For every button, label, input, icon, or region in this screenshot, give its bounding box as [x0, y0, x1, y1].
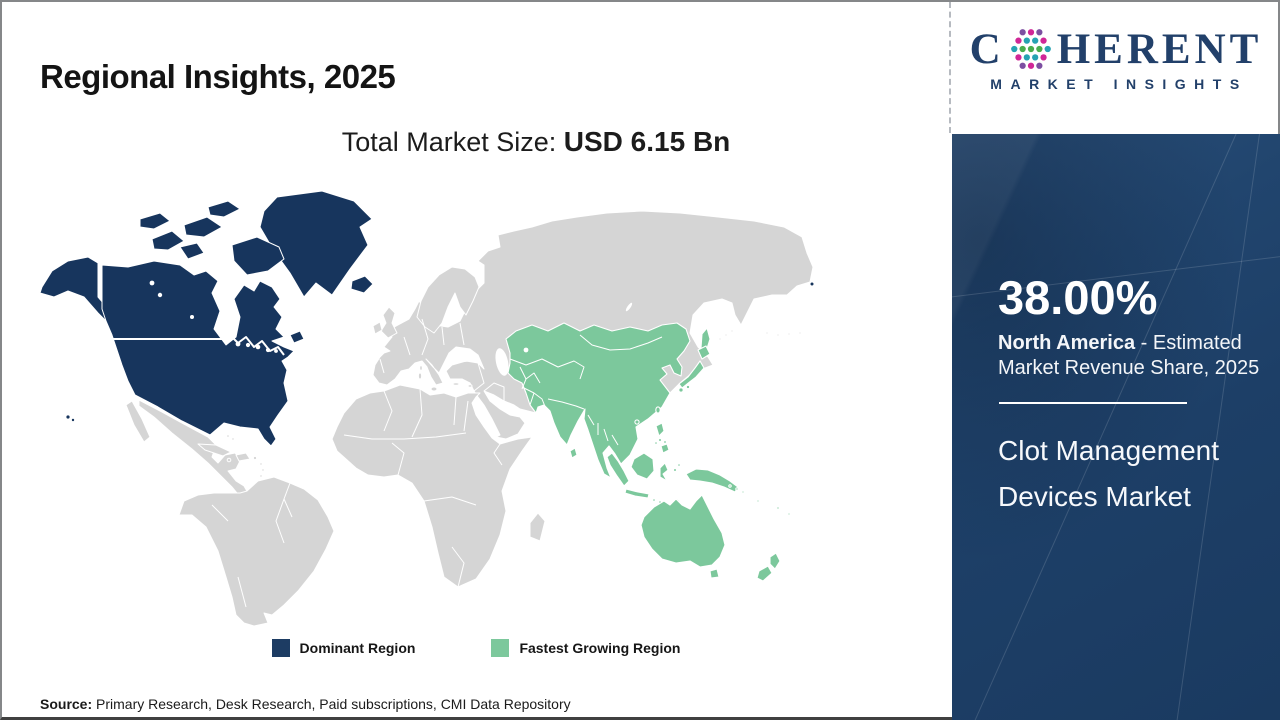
map-sri-lanka: [569, 447, 578, 459]
map-new-guinea: [685, 468, 739, 493]
legend-item-dominant: Dominant Region: [271, 639, 416, 657]
source-text: Primary Research, Desk Research, Paid su…: [92, 696, 571, 712]
map-na-overlays: [108, 280, 285, 356]
map-caspian-sea: [495, 348, 509, 376]
map-luzon: [655, 422, 665, 437]
map-africa: [331, 384, 533, 588]
legend-swatch-fastest-growing: [491, 639, 510, 657]
map-mindanao: [660, 443, 670, 454]
map-canada-usa: [101, 260, 295, 447]
map-ireland: [372, 321, 383, 335]
legend-item-fastest-growing: Fastest Growing Region: [491, 639, 680, 657]
world-map-svg: [39, 190, 814, 627]
legend-swatch-dominant: [271, 639, 290, 657]
logo-wordmark: C HERENT: [954, 26, 1278, 72]
map-black-sea: [449, 350, 477, 362]
logo-dotted-globe-icon: [1010, 29, 1051, 69]
source-label: Source:: [40, 696, 93, 712]
map-taiwan: [655, 406, 661, 414]
map-tasmania: [709, 568, 720, 579]
market-share-value: 38.00%: [998, 271, 1158, 324]
map-south-america: [178, 476, 335, 627]
legend-label-dominant: Dominant Region: [299, 640, 416, 656]
region-north-america: [39, 190, 814, 447]
legend-label-fastest-growing: Fastest Growing Region: [519, 640, 681, 656]
map-uk: [380, 306, 398, 339]
total-market-size: Total Market Size: USD 6.15 Bn: [2, 126, 950, 158]
map-inland-seas: [449, 302, 633, 376]
market-share-caption: - Estimated Market Revenue Share, 2025: [998, 331, 1260, 379]
region-asia-pacific: [505, 322, 791, 582]
map-cuba: [197, 443, 232, 457]
sidebar-divider-rule: [999, 401, 1187, 404]
map-iceland: [350, 275, 374, 294]
map-baffin-island: [231, 236, 285, 276]
map-sulawesi: [659, 462, 669, 482]
map-lake-baikal: [625, 302, 633, 312]
map-madagascar: [529, 512, 546, 542]
total-market-size-value: USD 6.15 Bn: [563, 126, 731, 157]
map-mexico: [138, 399, 249, 499]
world-map: [32, 187, 932, 627]
map-greenland: [259, 190, 373, 298]
map-java: [624, 488, 650, 499]
source-note: Source: Primary Research, Desk Research,…: [40, 696, 571, 712]
map-apac-borders: [509, 334, 663, 446]
map-baja: [125, 400, 151, 443]
market-share-description: North America - Estimated Market Revenue…: [998, 331, 1270, 381]
market-name: Clot Management Devices Market: [998, 434, 1220, 512]
map-nz-north: [769, 552, 781, 570]
logo-tagline: MARKET INSIGHTS: [990, 76, 1248, 92]
map-hainan: [634, 419, 640, 425]
map-legend: Dominant Region Fastest Growing Region: [2, 639, 950, 657]
market-share-region: North America: [998, 331, 1136, 354]
map-scandinavia: [416, 266, 480, 334]
logo-letter-c: C: [969, 25, 1005, 73]
coherent-market-insights-logo: C HERENT MARKET INSIGHTS: [954, 26, 1278, 93]
header-dashed-divider: [949, 2, 951, 133]
total-market-size-label: Total Market Size:: [341, 127, 564, 157]
logo-letters-rest: HERENT: [1056, 25, 1263, 73]
map-hispaniola: [235, 452, 251, 462]
map-aral-sea: [523, 347, 529, 353]
map-hokkaido: [697, 345, 711, 360]
map-borneo: [630, 452, 655, 480]
map-hawaii: [66, 415, 70, 419]
map-asia-mainland: [505, 322, 691, 479]
highlight-sidebar: 38.00% North America - Estimated Market …: [952, 134, 1280, 720]
page-title: Regional Insights, 2025: [40, 58, 396, 96]
map-sumatra: [606, 452, 630, 487]
map-newfoundland: [289, 330, 305, 344]
map-nz-south: [756, 565, 773, 582]
map-australia: [640, 494, 726, 568]
map-country-borders: [211, 318, 505, 608]
